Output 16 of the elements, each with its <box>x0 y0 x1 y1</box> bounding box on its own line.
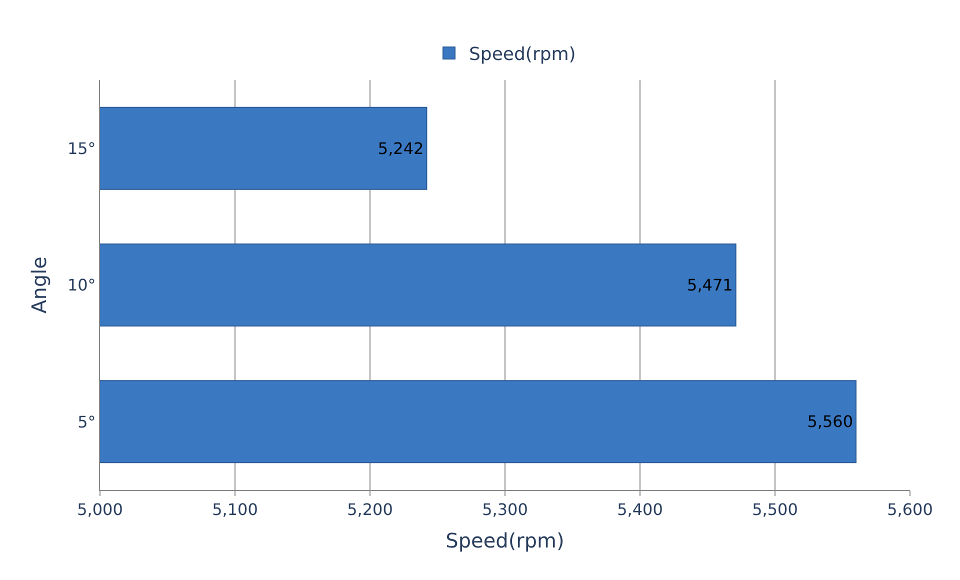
x-tick-label: 5,200 <box>347 500 393 520</box>
x-tick-label: 5,100 <box>212 500 258 520</box>
x-tick-label: 5,600 <box>887 500 933 520</box>
data-label: 5,471 <box>687 276 733 294</box>
x-axis-title: Speed(rpm) <box>446 528 564 553</box>
y-tick-label: 5° <box>78 412 96 432</box>
data-label: 5,560 <box>807 412 853 432</box>
y-axis-title: Angle <box>26 256 51 314</box>
x-tick-label: 5,500 <box>752 500 798 520</box>
x-tick-label: 5,000 <box>77 500 123 520</box>
data-label: 5,242 <box>378 138 424 158</box>
legend-label: Speed(rpm) <box>469 44 576 66</box>
y-tick-label: 10° <box>67 276 96 295</box>
y-tick-label: 15° <box>67 138 96 158</box>
x-tick-label: 5,400 <box>617 500 663 520</box>
x-tick-label: 5,300 <box>482 500 528 520</box>
